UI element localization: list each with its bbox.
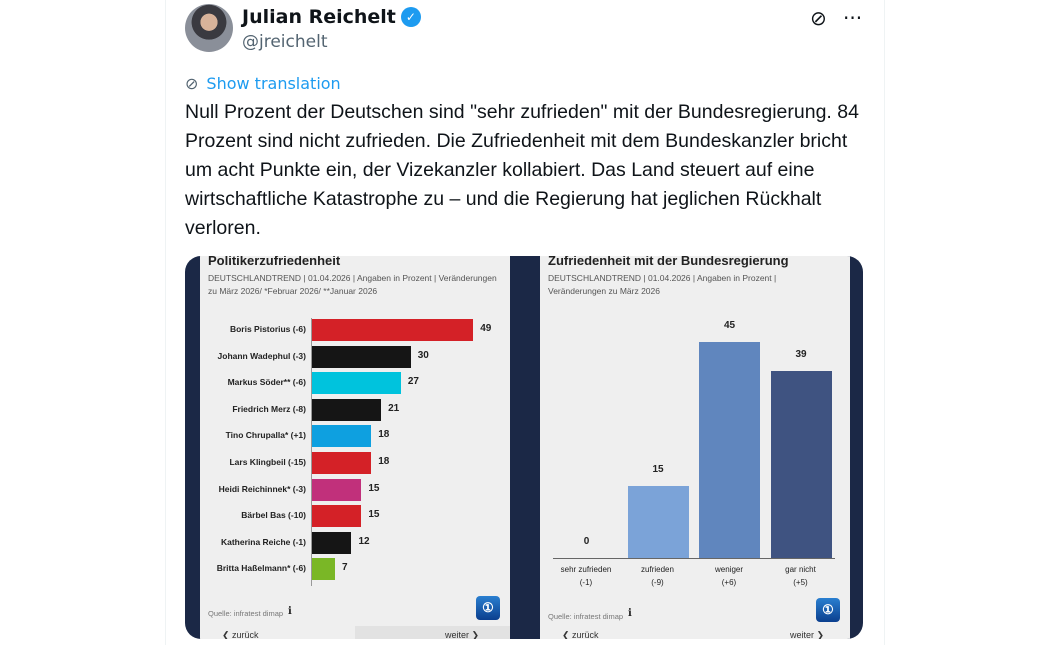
back-button[interactable]: ❮ zurück <box>222 630 259 639</box>
show-translation-link[interactable]: ⊘ Show translation <box>185 74 341 93</box>
tweet-media[interactable]: Politikerzufriedenheit DEUTSCHLANDTREND … <box>185 256 863 639</box>
bar-label: Heidi Reichinnek* (-3) <box>218 483 306 494</box>
translate-icon: ⊘ <box>185 74 199 93</box>
x-tick-label: zufrieden <box>641 565 674 574</box>
politician-chart-panel: Politikerzufriedenheit DEUTSCHLANDTREND … <box>200 256 510 639</box>
bar-value: 7 <box>342 562 348 574</box>
info-icon[interactable]: i <box>628 608 632 619</box>
bar <box>312 531 352 554</box>
bar-label: Tino Chrupalla* (+1) <box>225 430 306 441</box>
x-tick-change: (-1) <box>579 578 593 587</box>
chart-subtitle-2: zu März 2026/ *Februar 2026/ **Januar 20… <box>208 286 378 296</box>
bar <box>312 558 336 581</box>
x-tick-change: (+6) <box>721 578 737 587</box>
bar-label: Friedrich Merz (-8) <box>232 403 306 414</box>
bar-label: Britta Haßelmann* (-6) <box>216 563 306 574</box>
bar-label: Lars Klingbeil (-15) <box>229 457 306 467</box>
chart-subtitle: DEUTSCHLANDTREND | 01.04.2026 | Angaben … <box>548 273 777 283</box>
bar <box>312 372 401 395</box>
bar-value: 18 <box>378 429 390 441</box>
more-options-icon[interactable]: ··· <box>843 6 863 30</box>
source-label: Quelle: infratest dimap <box>208 609 284 618</box>
bar-value: 49 <box>480 323 492 334</box>
bar <box>312 398 382 421</box>
bar-value: 39 <box>795 348 807 360</box>
bar <box>312 478 362 501</box>
bar <box>312 452 372 474</box>
x-tick-change: (-9) <box>651 578 664 587</box>
axis-line <box>311 318 312 586</box>
bar <box>770 370 832 558</box>
chart-subtitle: DEUTSCHLANDTREND | 01.04.2026 | Angaben … <box>208 273 497 283</box>
source-label: Quelle: infratest dimap <box>548 612 624 621</box>
bar <box>312 319 474 341</box>
show-translation-label: Show translation <box>206 74 341 93</box>
bar-value: 18 <box>378 456 390 467</box>
chart-title: Politikerzufriedenheit <box>208 256 341 268</box>
axis-line <box>553 558 835 559</box>
bar-value: 30 <box>417 349 429 361</box>
bar <box>699 342 760 558</box>
tweet-text: Null Prozent der Deutschen sind "sehr zu… <box>185 101 859 239</box>
bar-value: 21 <box>388 402 400 414</box>
next-button[interactable]: weiter ❯ <box>355 626 510 639</box>
bar-value: 27 <box>407 376 419 388</box>
bar <box>312 505 362 528</box>
author-name-text: Julian Reichelt <box>242 6 396 28</box>
bar <box>312 425 372 448</box>
bar-value: 15 <box>368 509 380 521</box>
bar <box>627 486 689 558</box>
bar-value: 12 <box>358 535 370 547</box>
bar-label: Johann Wadephul (-3) <box>217 350 306 361</box>
info-icon[interactable]: i <box>288 606 292 617</box>
tweet-column <box>165 0 885 645</box>
verified-badge-icon: ✓ <box>400 7 421 27</box>
bar-label: Boris Pistorius (-6) <box>229 324 306 334</box>
x-tick-label: weniger <box>714 565 743 574</box>
x-tick-label: sehr zufrieden <box>560 565 612 574</box>
bar-value: 0 <box>583 536 590 547</box>
bar-label: Katherina Reiche (-1) <box>220 536 306 547</box>
author-name[interactable]: Julian Reichelt ✓ <box>242 6 421 28</box>
x-tick-label: gar nicht <box>785 565 816 574</box>
x-tick-change: (+5) <box>793 578 808 587</box>
government-chart-panel: Zufriedenheit mit der Bundesregierung DE… <box>540 256 850 639</box>
ard-logo-icon: ① <box>476 596 500 620</box>
chart-subtitle-block: DEUTSCHLANDTREND | 01.04.2026 | Angaben … <box>548 272 846 298</box>
ard-logo-icon: ① <box>816 598 840 622</box>
bar-label: Markus Söder** (-6) <box>227 377 306 388</box>
bar <box>312 345 411 368</box>
back-button[interactable]: ❮ zurück <box>562 630 599 639</box>
bar-value: 45 <box>723 320 736 331</box>
avatar[interactable] <box>185 4 233 52</box>
author-handle[interactable]: @jreichelt <box>242 32 328 52</box>
grok-icon[interactable]: ⊘ <box>810 6 827 30</box>
chart-subtitle-2: Veränderungen zu März 2026 <box>548 286 660 296</box>
bar-value: 15 <box>652 464 664 475</box>
chart-title: Zufriedenheit mit der Bundesregierung <box>548 256 789 268</box>
next-button[interactable]: weiter ❯ <box>790 630 825 639</box>
bar-value: 15 <box>368 482 380 494</box>
bar-label: Bärbel Bas (-10) <box>241 510 306 521</box>
chart-subtitle-block: DEUTSCHLANDTREND | 01.04.2026 | Angaben … <box>208 272 506 298</box>
